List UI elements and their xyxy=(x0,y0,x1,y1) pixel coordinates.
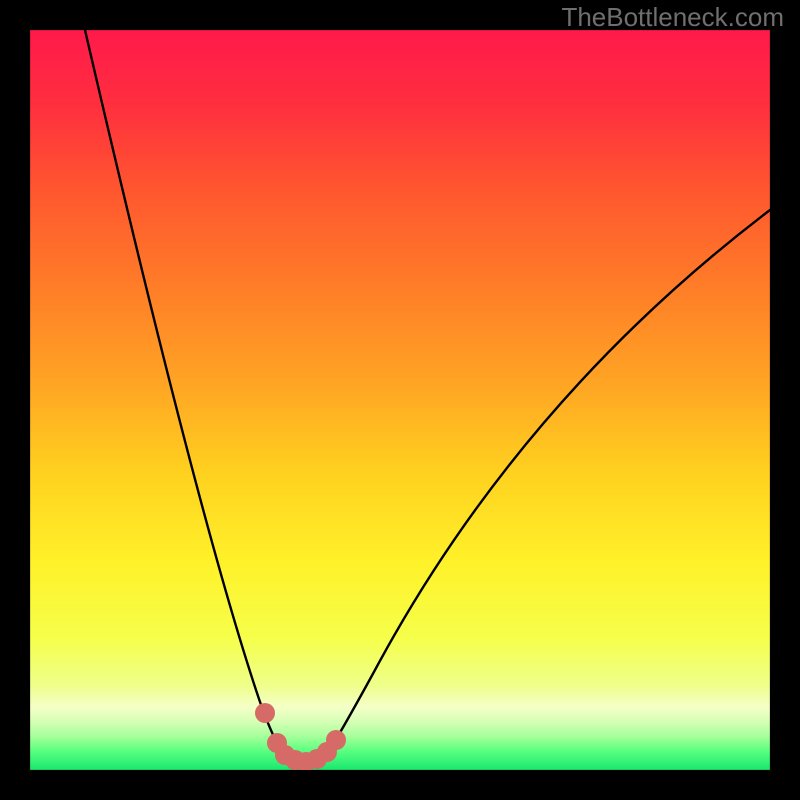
chart-container: TheBottleneck.com xyxy=(0,0,800,800)
optimal-range-markers xyxy=(0,0,800,800)
